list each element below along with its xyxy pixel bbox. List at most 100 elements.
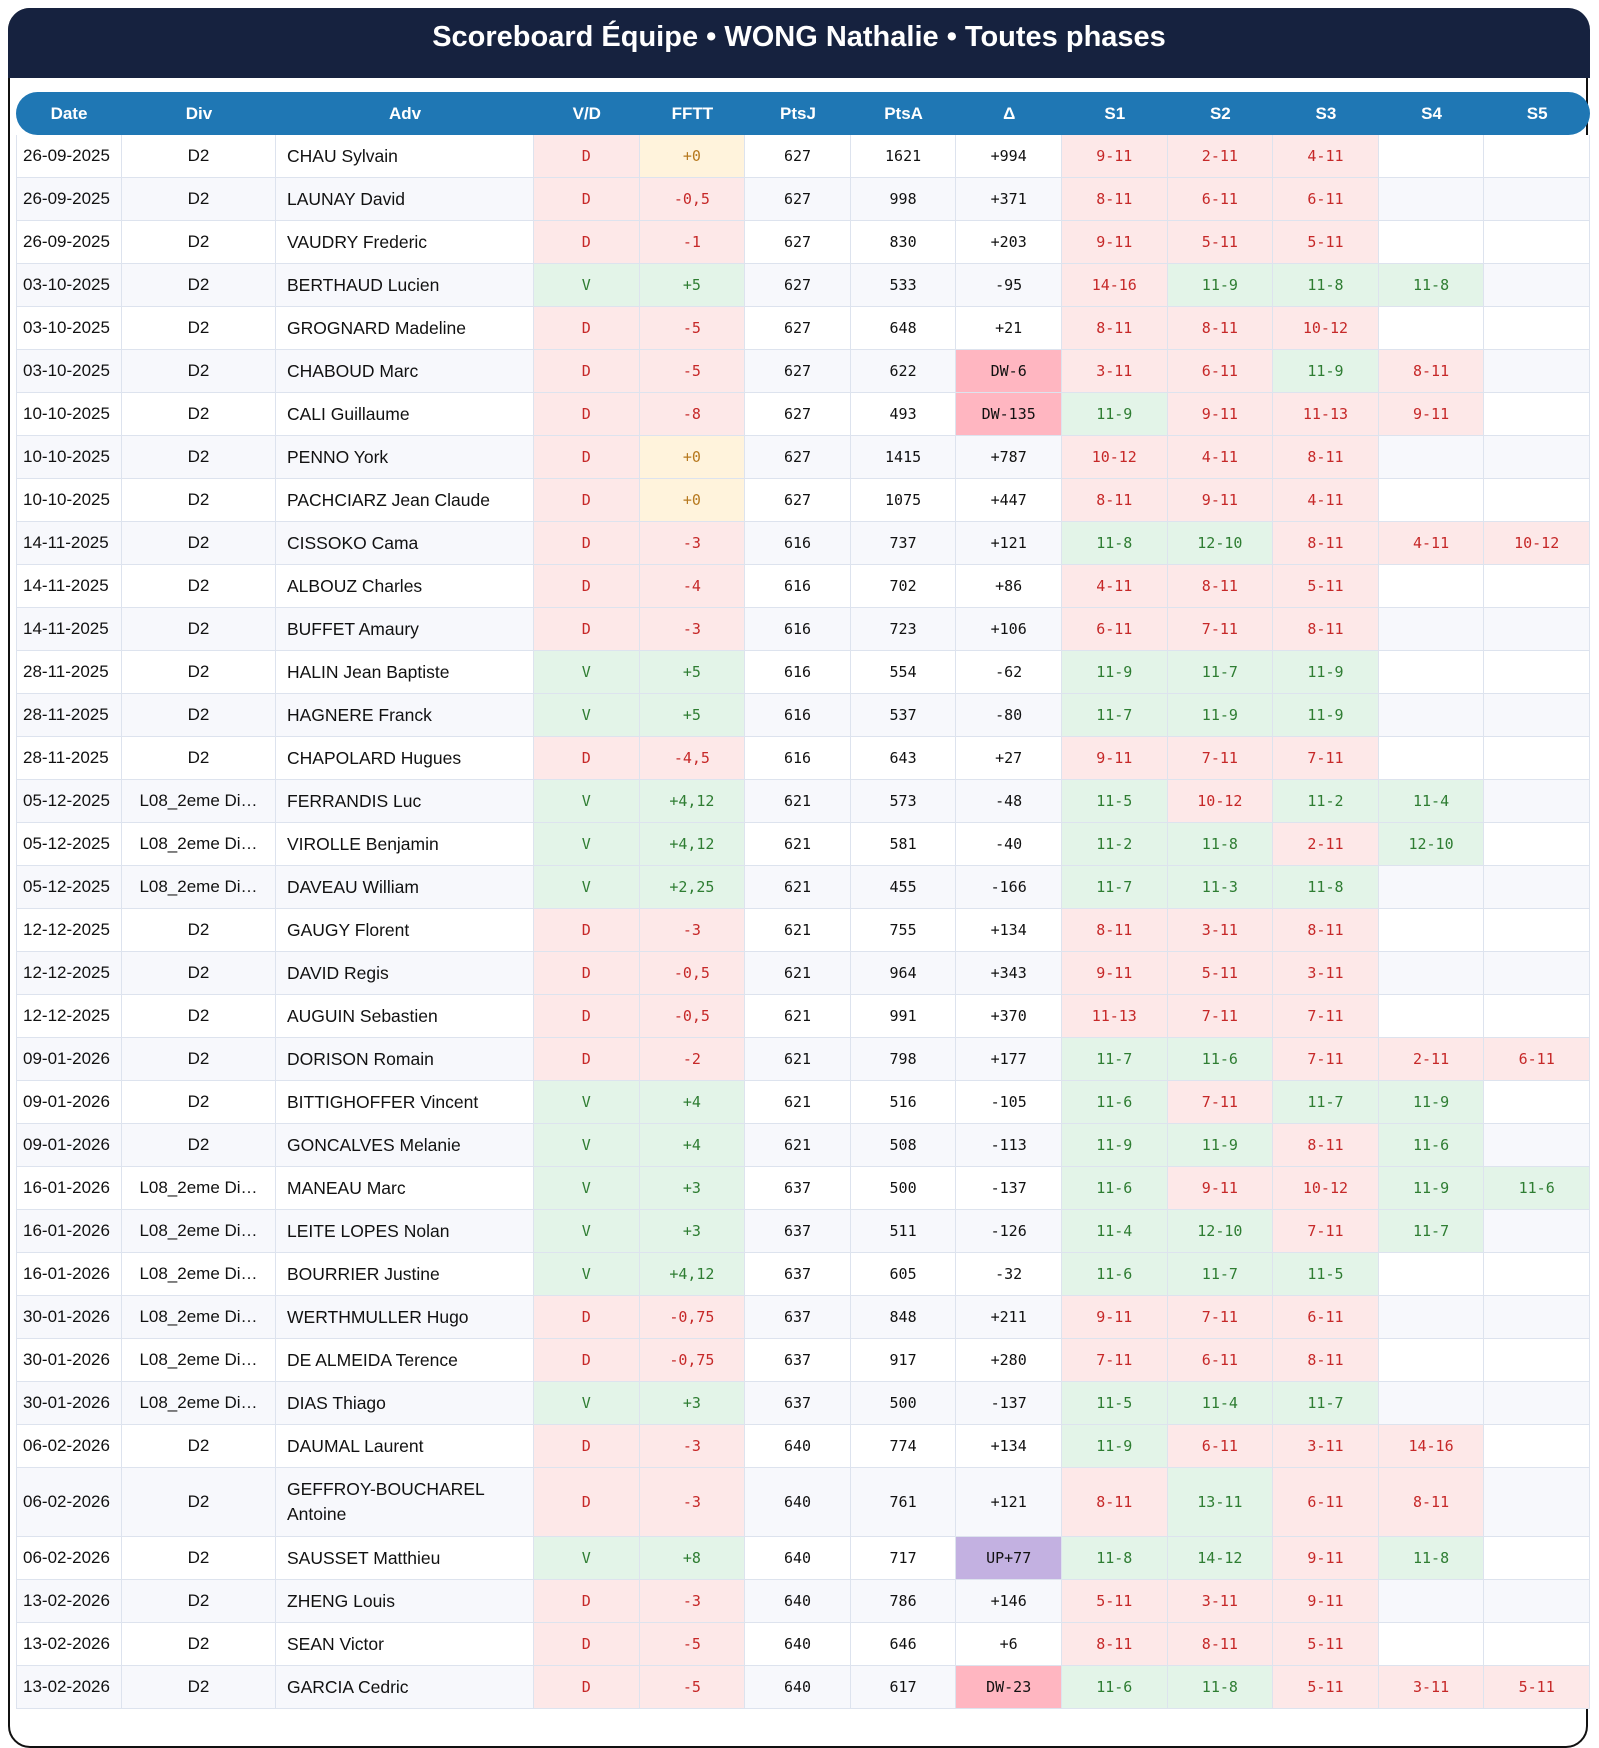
cell-set-2: 7-11 bbox=[1167, 995, 1274, 1038]
table-row[interactable]: 09-01-2026 D2 BITTIGHOFFER Vincent V +4 621 51… bbox=[16, 1081, 1590, 1124]
cell-ptsj: 627 bbox=[745, 221, 851, 264]
col-header-date[interactable]: Date bbox=[16, 92, 122, 135]
table-row[interactable]: 06-02-2026 D2 GEFFROY-BOUCHAREL Antoine D -3… bbox=[16, 1468, 1590, 1537]
cell-fftt: +3 bbox=[639, 1210, 746, 1253]
cell-set-1: 11-7 bbox=[1061, 866, 1168, 909]
cell-set-5 bbox=[1484, 651, 1590, 694]
table-row[interactable]: 05-12-2025 L08_2eme Di… VIROLLE Benjamin V +… bbox=[16, 823, 1590, 866]
cell-set-3: 8-11 bbox=[1273, 608, 1379, 651]
table-row[interactable]: 03-10-2025 D2 CHABOUD Marc D -5 627 622 DW-6 3-1… bbox=[16, 350, 1590, 393]
cell-set-5 bbox=[1484, 350, 1590, 393]
table-row[interactable]: 12-12-2025 D2 GAUGY Florent D -3 621 755 +134 8-… bbox=[16, 909, 1590, 952]
cell-set-1: 10-12 bbox=[1061, 436, 1168, 479]
cell-set-4: 11-9 bbox=[1378, 1081, 1485, 1124]
col-header-s2[interactable]: S2 bbox=[1167, 92, 1274, 135]
cell-ptsj: 621 bbox=[745, 952, 851, 995]
table-row[interactable]: 13-02-2026 D2 ZHENG Louis D -3 640 786 +146 5-11… bbox=[16, 1580, 1590, 1623]
table-row[interactable]: 06-02-2026 D2 DAUMAL Laurent D -3 640 774 +134 1… bbox=[16, 1425, 1590, 1468]
cell-result: V bbox=[534, 1537, 640, 1580]
table-row[interactable]: 28-11-2025 D2 HALIN Jean Baptiste V +5 616 554… bbox=[16, 651, 1590, 694]
table-row[interactable]: 13-02-2026 D2 GARCIA Cedric D -5 640 617 DW-23 1… bbox=[16, 1666, 1590, 1709]
cell-fftt: -4,5 bbox=[639, 737, 746, 780]
cell-div: D2 bbox=[122, 522, 276, 565]
cell-div: L08_2eme Di… bbox=[122, 1210, 276, 1253]
table-row[interactable]: 30-01-2026 L08_2eme Di… WERTHMULLER Hugo D -… bbox=[16, 1296, 1590, 1339]
table-row[interactable]: 26-09-2025 D2 VAUDRY Frederic D -1 627 830 +203… bbox=[16, 221, 1590, 264]
cell-result: D bbox=[534, 952, 640, 995]
col-header-vd[interactable]: V/D bbox=[534, 92, 640, 135]
col-header-ptsj[interactable]: PtsJ bbox=[745, 92, 851, 135]
cell-result: D bbox=[534, 1038, 640, 1081]
cell-set-2: 12-10 bbox=[1167, 522, 1274, 565]
cell-date: 14-11-2025 bbox=[16, 565, 122, 608]
cell-fftt: -3 bbox=[639, 1468, 746, 1537]
col-header-s1[interactable]: S1 bbox=[1061, 92, 1168, 135]
cell-set-2: 5-11 bbox=[1167, 221, 1274, 264]
table-row[interactable]: 06-02-2026 D2 SAUSSET Matthieu V +8 640 717 UP+… bbox=[16, 1537, 1590, 1580]
table-row[interactable]: 26-09-2025 D2 CHAU Sylvain D +0 627 1621 +994 9-… bbox=[16, 135, 1590, 178]
col-header-adv[interactable]: Adv bbox=[276, 92, 534, 135]
table-row[interactable]: 14-11-2025 D2 BUFFET Amaury D -3 616 723 +106 6-… bbox=[16, 608, 1590, 651]
cell-set-1: 11-6 bbox=[1061, 1167, 1168, 1210]
table-row[interactable]: 14-11-2025 D2 ALBOUZ Charles D -4 616 702 +86 4-… bbox=[16, 565, 1590, 608]
cell-delta: +994 bbox=[956, 135, 1062, 178]
cell-result: D bbox=[534, 909, 640, 952]
cell-set-4: 8-11 bbox=[1378, 350, 1485, 393]
table-row[interactable]: 12-12-2025 D2 AUGUIN Sebastien D -0,5 621 991 +… bbox=[16, 995, 1590, 1038]
cell-set-1: 11-8 bbox=[1061, 522, 1168, 565]
cell-set-4: 3-11 bbox=[1378, 1666, 1485, 1709]
cell-set-2: 5-11 bbox=[1167, 952, 1274, 995]
cell-ptsj: 640 bbox=[745, 1580, 851, 1623]
col-header-ptsa[interactable]: PtsA bbox=[850, 92, 957, 135]
cell-date: 12-12-2025 bbox=[16, 952, 122, 995]
cell-set-1: 11-7 bbox=[1061, 1038, 1168, 1081]
cell-adv: MANEAU Marc bbox=[276, 1167, 534, 1210]
cell-set-3: 6-11 bbox=[1273, 1296, 1379, 1339]
cell-ptsa: 622 bbox=[850, 350, 957, 393]
table-row[interactable]: 10-10-2025 D2 PENNO York D +0 627 1415 +787 10-1… bbox=[16, 436, 1590, 479]
cell-set-3: 10-12 bbox=[1273, 1167, 1379, 1210]
cell-date: 16-01-2026 bbox=[16, 1210, 122, 1253]
table-row[interactable]: 28-11-2025 D2 HAGNERE Franck V +5 616 537 -80 11… bbox=[16, 694, 1590, 737]
cell-adv: DE ALMEIDA Terence bbox=[276, 1339, 534, 1382]
table-row[interactable]: 05-12-2025 L08_2eme Di… FERRANDIS Luc V +4,1… bbox=[16, 780, 1590, 823]
table-row[interactable]: 10-10-2025 D2 CALI Guillaume D -8 627 493 DW-13… bbox=[16, 393, 1590, 436]
table-row[interactable]: 09-01-2026 D2 GONCALVES Melanie V +4 621 508 -1… bbox=[16, 1124, 1590, 1167]
col-header-delta[interactable]: Δ bbox=[956, 92, 1062, 135]
cell-set-2: 7-11 bbox=[1167, 1296, 1274, 1339]
table-row[interactable]: 03-10-2025 D2 BERTHAUD Lucien V +5 627 533 -95 1… bbox=[16, 264, 1590, 307]
table-row[interactable]: 13-02-2026 D2 SEAN Victor D -5 640 646 +6 8-11 8-… bbox=[16, 1623, 1590, 1666]
cell-set-5 bbox=[1484, 393, 1590, 436]
cell-set-2: 7-11 bbox=[1167, 608, 1274, 651]
table-row[interactable]: 10-10-2025 D2 PACHCIARZ Jean Claude D +0 627 1… bbox=[16, 479, 1590, 522]
cell-adv: HAGNERE Franck bbox=[276, 694, 534, 737]
table-row[interactable]: 16-01-2026 L08_2eme Di… MANEAU Marc V +3 637 5… bbox=[16, 1167, 1590, 1210]
cell-adv: GONCALVES Melanie bbox=[276, 1124, 534, 1167]
col-header-s3[interactable]: S3 bbox=[1273, 92, 1379, 135]
col-header-fftt[interactable]: FFTT bbox=[639, 92, 746, 135]
cell-delta: -105 bbox=[956, 1081, 1062, 1124]
table-row[interactable]: 28-11-2025 D2 CHAPOLARD Hugues D -4,5 616 643 +… bbox=[16, 737, 1590, 780]
cell-fftt: -5 bbox=[639, 1623, 746, 1666]
cell-set-1: 9-11 bbox=[1061, 135, 1168, 178]
cell-delta: -95 bbox=[956, 264, 1062, 307]
table-row[interactable]: 09-01-2026 D2 DORISON Romain D -2 621 798 +177 1… bbox=[16, 1038, 1590, 1081]
cell-ptsj: 640 bbox=[745, 1623, 851, 1666]
col-header-s5[interactable]: S5 bbox=[1484, 92, 1590, 135]
table-row[interactable]: 03-10-2025 D2 GROGNARD Madeline D -5 627 648 +2… bbox=[16, 307, 1590, 350]
cell-ptsa: 723 bbox=[850, 608, 957, 651]
table-row[interactable]: 30-01-2026 L08_2eme Di… DE ALMEIDA Terence… bbox=[16, 1339, 1590, 1382]
cell-set-3: 5-11 bbox=[1273, 565, 1379, 608]
col-header-div[interactable]: Div bbox=[122, 92, 276, 135]
table-row[interactable]: 16-01-2026 L08_2eme Di… LEITE LOPES Nolan V… bbox=[16, 1210, 1590, 1253]
cell-set-4 bbox=[1378, 565, 1485, 608]
table-row[interactable]: 30-01-2026 L08_2eme Di… DIAS Thiago V +3 637 5… bbox=[16, 1382, 1590, 1425]
table-row[interactable]: 14-11-2025 D2 CISSOKO Cama D -3 616 737 +121 11-… bbox=[16, 522, 1590, 565]
cell-set-2: 11-7 bbox=[1167, 1253, 1274, 1296]
cell-result: D bbox=[534, 608, 640, 651]
table-row[interactable]: 05-12-2025 L08_2eme Di… DAVEAU William V +2,… bbox=[16, 866, 1590, 909]
col-header-s4[interactable]: S4 bbox=[1378, 92, 1485, 135]
table-row[interactable]: 26-09-2025 D2 LAUNAY David D -0,5 627 998 +371 8… bbox=[16, 178, 1590, 221]
table-row[interactable]: 16-01-2026 L08_2eme Di… BOURRIER Justine V +… bbox=[16, 1253, 1590, 1296]
table-row[interactable]: 12-12-2025 D2 DAVID Regis D -0,5 621 964 +343 9-… bbox=[16, 952, 1590, 995]
